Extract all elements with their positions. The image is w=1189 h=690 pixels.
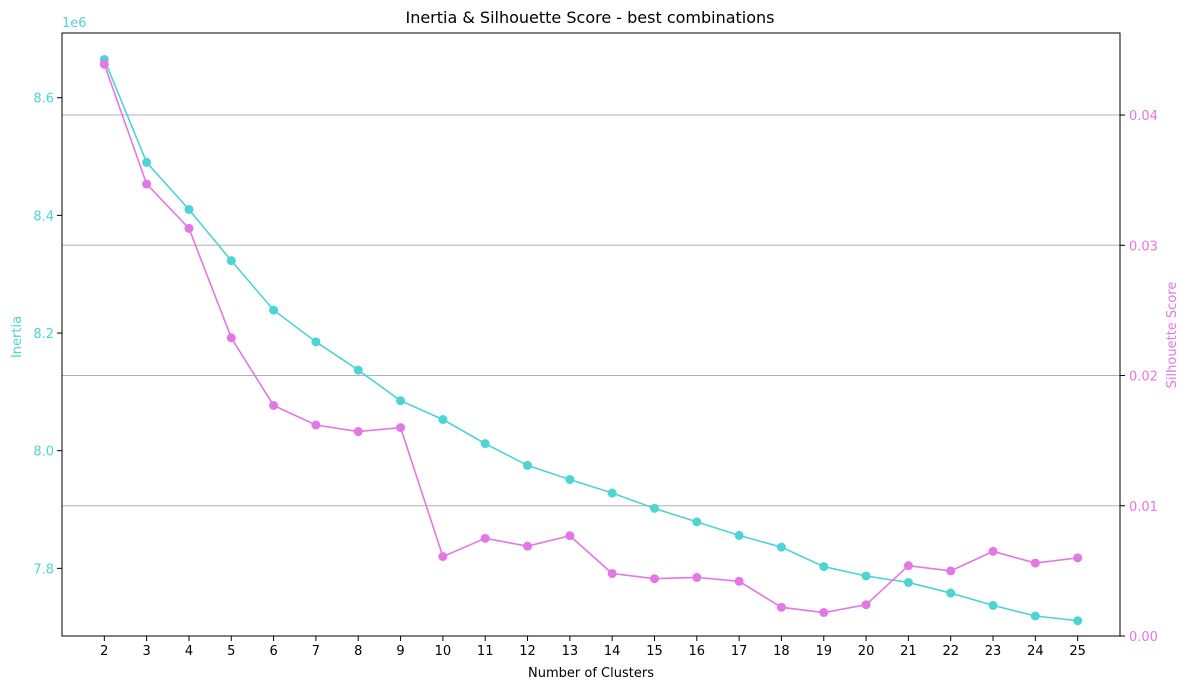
inertia-point — [438, 415, 448, 425]
right-y-tick-label: 0.01 — [1129, 500, 1158, 515]
right-y-tick-label: 0.03 — [1129, 239, 1158, 254]
x-tick-label: 10 — [435, 644, 452, 659]
left-y-tick-label: 7.8 — [33, 562, 54, 577]
silhouette-score-point — [776, 602, 786, 612]
left-y-axis: 7.8 8.0 8.2 8.4 8.6 — [33, 92, 62, 577]
inertia-point — [692, 517, 702, 527]
silhouette-score-point — [1030, 558, 1040, 568]
right-y-axis: 0.00 0.01 0.02 0.03 0.04 — [1120, 109, 1158, 645]
silhouette-score-point — [565, 531, 575, 541]
series-points — [99, 54, 1083, 626]
x-tick-label: 13 — [562, 644, 579, 659]
inertia-point — [353, 365, 363, 375]
left-y-tick-label: 8.0 — [33, 445, 54, 460]
x-tick-label: 5 — [227, 644, 235, 659]
plot-frame — [61, 32, 1121, 637]
inertia-point — [396, 396, 406, 406]
chart-title: Inertia & Silhouette Score - best combin… — [405, 8, 774, 27]
x-tick-label: 3 — [142, 644, 150, 659]
inertia-point — [269, 305, 279, 315]
inertia-point — [142, 157, 152, 167]
left-y-axis-label: Inertia — [10, 316, 25, 358]
inertia-point — [988, 600, 998, 610]
silhouette-score-point — [480, 533, 490, 543]
x-tick-label: 4 — [185, 644, 193, 659]
right-y-tick-label: 0.04 — [1129, 109, 1158, 124]
silhouette-score-point — [819, 608, 829, 618]
x-tick-label: 9 — [396, 644, 404, 659]
right-y-tick-label: 0.02 — [1129, 370, 1158, 385]
silhouette-score-point — [226, 333, 236, 343]
x-tick-label: 7 — [312, 644, 320, 659]
x-tick-label: 15 — [646, 644, 663, 659]
x-tick-label: 12 — [519, 644, 536, 659]
silhouette-score-point — [438, 552, 448, 562]
x-axis: 2 3 4 5 6 7 8 9 10 11 12 13 14 15 16 17 18 19 20 21 22 23 24 25 — [100, 636, 1086, 659]
silhouette-score-point — [184, 223, 194, 233]
inertia-point — [226, 256, 236, 266]
silhouette-score-point — [1073, 553, 1083, 563]
right-y-tick-label: 0.00 — [1129, 630, 1158, 645]
x-tick-label: 18 — [773, 644, 790, 659]
inertia-point — [607, 488, 617, 498]
silhouette-score-point — [692, 572, 702, 582]
inertia-point — [480, 439, 490, 449]
x-tick-label: 19 — [815, 644, 832, 659]
silhouette-score-point — [988, 546, 998, 556]
inertia-point — [734, 530, 744, 540]
x-tick-label: 24 — [1027, 644, 1044, 659]
silhouette-score-point — [353, 427, 363, 437]
right-y-axis-label: Silhouette Score — [1165, 282, 1180, 389]
inertia-point — [819, 562, 829, 572]
inertia-point — [184, 204, 194, 214]
inertia-line — [103, 59, 1078, 622]
silhouette-score-point — [607, 568, 617, 578]
x-tick-label: 11 — [477, 644, 494, 659]
silhouette-score-point — [734, 576, 744, 586]
silhouette-score-point — [523, 541, 533, 551]
inertia-point — [1073, 616, 1083, 626]
silhouette-score-point — [861, 600, 871, 610]
silhouette-score-point — [396, 423, 406, 433]
x-tick-label: 2 — [100, 644, 108, 659]
silhouette-score-point — [142, 179, 152, 189]
silhouette-score-point — [903, 561, 913, 571]
silhouette-score-point — [649, 574, 659, 584]
silhouette-score-point — [99, 59, 109, 69]
silhouette-score-line — [103, 63, 1078, 614]
x-tick-label: 25 — [1069, 644, 1086, 659]
inertia-point — [565, 475, 575, 485]
x-axis-label: Number of Clusters — [528, 666, 654, 681]
x-tick-label: 8 — [354, 644, 362, 659]
left-axis-offset-label: 1e6 — [62, 16, 87, 31]
inertia-point — [1030, 611, 1040, 621]
series-lines — [103, 59, 1078, 622]
inertia-point — [776, 542, 786, 552]
inertia-point — [946, 588, 956, 598]
x-tick-label: 23 — [985, 644, 1002, 659]
x-tick-label: 22 — [942, 644, 959, 659]
left-y-tick-label: 8.6 — [33, 92, 54, 107]
inertia-point — [861, 571, 871, 581]
inertia-point — [649, 503, 659, 513]
left-y-tick-label: 8.4 — [33, 209, 54, 224]
inertia-point — [523, 460, 533, 470]
silhouette-score-point — [311, 420, 321, 430]
x-tick-label: 21 — [900, 644, 917, 659]
left-y-tick-label: 8.2 — [33, 327, 54, 342]
inertia-point — [311, 337, 321, 347]
silhouette-score-point — [946, 566, 956, 576]
silhouette-score-point — [269, 400, 279, 410]
x-tick-label: 16 — [689, 644, 706, 659]
x-tick-label: 6 — [269, 644, 277, 659]
grid-lines — [62, 114, 1120, 507]
x-tick-label: 14 — [604, 644, 621, 659]
x-tick-label: 17 — [731, 644, 748, 659]
x-tick-label: 20 — [858, 644, 875, 659]
inertia-point — [903, 577, 913, 587]
